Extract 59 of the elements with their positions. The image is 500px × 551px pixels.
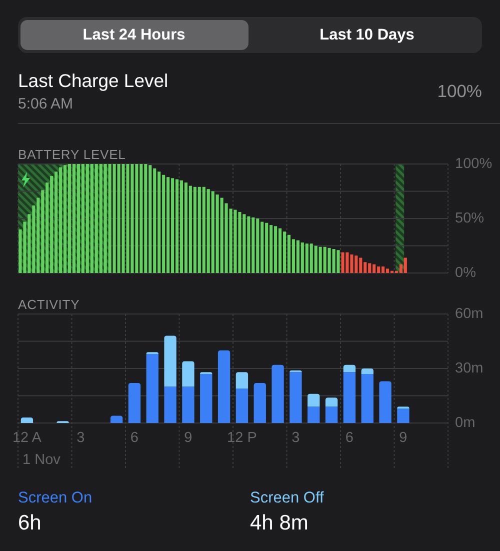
bar <box>343 364 356 372</box>
text: Last Charge Level <box>18 70 168 91</box>
x-tick-label: 6 <box>130 430 138 446</box>
bar <box>175 179 179 273</box>
bar <box>272 364 284 423</box>
bar <box>379 381 392 423</box>
x-tick-label: 9 <box>184 430 192 446</box>
x-tick-label: 3 <box>292 430 300 446</box>
bar <box>128 383 141 423</box>
bar <box>164 336 176 387</box>
bar <box>182 361 194 387</box>
x-tick-label: 9 <box>399 430 408 446</box>
text: Screen On <box>18 490 92 506</box>
bar <box>110 416 123 423</box>
bar <box>397 408 410 423</box>
bar <box>68 164 72 273</box>
bar <box>343 372 356 423</box>
bar <box>325 406 338 423</box>
bar <box>72 164 76 273</box>
x-tick-label: 12 A <box>12 430 42 446</box>
bar <box>336 250 340 273</box>
x-tick-label: 12 P <box>227 430 257 446</box>
bar <box>361 374 374 423</box>
bar <box>254 383 266 423</box>
bar <box>282 232 286 273</box>
chart-title: ACTIVITY <box>18 297 80 312</box>
y-tick-label: 0m <box>455 415 476 431</box>
bar <box>200 374 212 423</box>
chart-title: BATTERY LEVEL <box>18 147 126 162</box>
bar <box>164 386 176 423</box>
bar <box>236 372 248 388</box>
bar <box>308 406 320 423</box>
bar <box>361 368 374 374</box>
bar <box>236 388 248 423</box>
bar <box>182 386 194 423</box>
x-tick-label: 6 <box>345 430 354 446</box>
text: Last 24 Hours <box>82 26 186 44</box>
y-tick-label: 100% <box>455 156 492 172</box>
text: 4h 8m <box>250 512 308 534</box>
text: Last 10 Days <box>320 26 414 44</box>
text: Screen Off <box>250 490 324 506</box>
y-tick-label: 60m <box>455 306 484 322</box>
y-tick-label: 30m <box>455 360 484 376</box>
x-axis-title: 1 Nov <box>22 452 62 468</box>
bar <box>287 234 291 273</box>
bar <box>341 252 344 273</box>
y-tick-label: 50% <box>455 210 484 226</box>
bar <box>325 398 338 407</box>
bar <box>146 354 158 423</box>
y-tick-label: 0% <box>455 265 476 281</box>
bar <box>180 180 184 273</box>
bar <box>290 372 302 423</box>
text: 6h <box>18 512 42 534</box>
text: 5:06 AM <box>18 96 74 112</box>
bar <box>404 258 407 273</box>
x-tick-label: 3 <box>76 430 85 446</box>
bar <box>20 418 34 423</box>
bar <box>308 394 320 407</box>
bar <box>218 350 230 423</box>
